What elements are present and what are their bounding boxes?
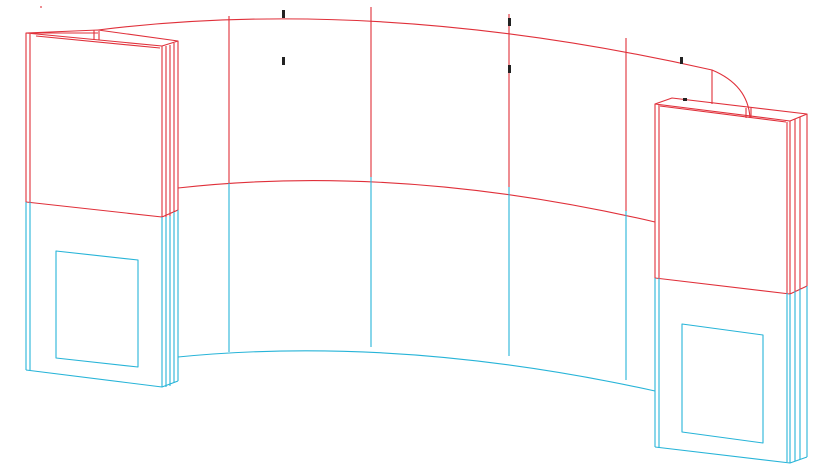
- left-pillar-upper-front: [25, 33, 171, 217]
- wall-top-edge: [97, 18, 751, 119]
- curved-wall: [97, 7, 751, 392]
- left-pillar-top: [25, 29, 179, 47]
- wall-middle-seam: [177, 180, 656, 223]
- right-pillar-upper-front: [654, 104, 791, 294]
- wall-bottom-edge: [177, 350, 656, 392]
- left-pillar-lower: [25, 202, 179, 387]
- marker: [282, 57, 285, 65]
- marker: [508, 65, 511, 73]
- right-pillar-lower: [654, 278, 808, 463]
- left-pillar: [25, 29, 179, 388]
- left-pillar-seam: [25, 201, 179, 218]
- right-pillar-seam: [654, 277, 808, 295]
- marker: [282, 10, 285, 18]
- left-pillar-bottom: [25, 369, 179, 388]
- top-markers: [282, 10, 687, 101]
- right-pillar-top-inner: [659, 105, 787, 123]
- left-pillar-screen: [55, 250, 139, 368]
- left-pillar-upper-side: [173, 41, 179, 212]
- right-pillar-bottom: [654, 446, 808, 464]
- left-pillar-top-inner: [32, 30, 161, 49]
- right-pillar: [654, 97, 808, 464]
- right-pillar-screen: [681, 323, 764, 444]
- right-pillar-top: [654, 97, 808, 122]
- right-pillar-upper-side: [794, 114, 808, 291]
- marker: [508, 18, 511, 26]
- marker: [683, 98, 687, 101]
- marker: [680, 57, 683, 64]
